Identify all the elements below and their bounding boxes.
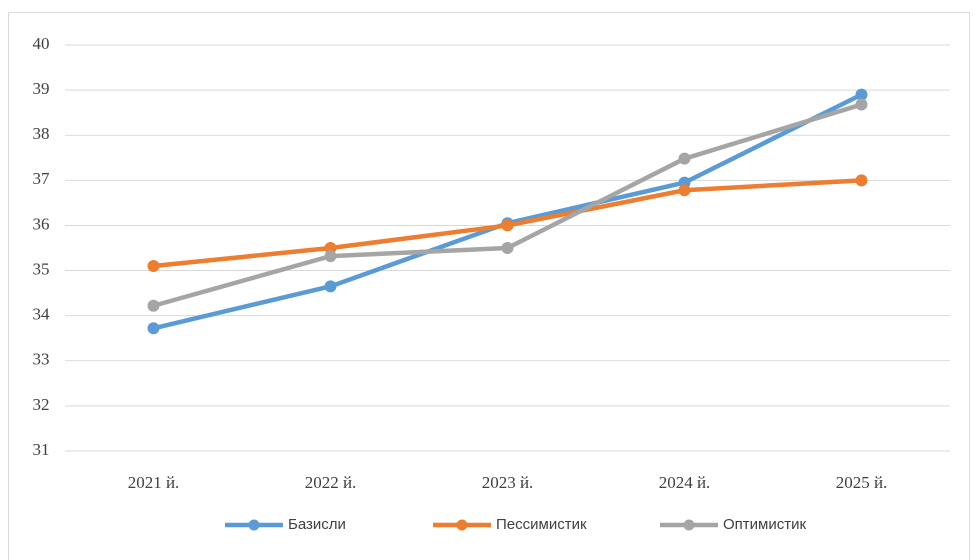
y-tick-label: 31 [33,440,50,459]
y-tick-label: 40 [33,34,50,53]
x-tick-label: 2023 й. [482,473,534,492]
x-tick-label: 2022 й. [305,473,357,492]
data-point [855,88,868,101]
y-tick-label: 38 [33,124,50,143]
legend-label: Оптимистик [723,516,806,533]
x-tick-label: 2021 й. [128,473,180,492]
y-tick-label: 35 [33,259,50,278]
y-tick-label: 37 [33,169,51,188]
y-tick-label: 32 [33,395,50,414]
data-point [147,260,160,273]
data-point [324,250,337,263]
legend-marker [683,519,695,531]
data-point [855,98,868,111]
y-tick-label: 39 [33,79,50,98]
legend-label: Пессимистик [496,516,587,533]
x-tick-label: 2025 й. [836,473,888,492]
chart-border [8,12,970,560]
y-tick-label: 36 [33,214,50,233]
data-point [324,280,337,293]
data-point [678,152,691,165]
data-point [501,242,514,254]
data-point [678,184,691,197]
data-point [855,174,868,187]
legend-marker [248,519,260,531]
data-point [147,322,160,335]
legend-marker [456,519,468,531]
x-tick-label: 2024 й. [659,473,711,492]
y-tick-label: 33 [33,350,50,369]
data-point [501,219,514,232]
data-point [147,299,160,312]
y-tick-label: 34 [33,305,51,324]
legend-label: Базисли [288,516,346,533]
